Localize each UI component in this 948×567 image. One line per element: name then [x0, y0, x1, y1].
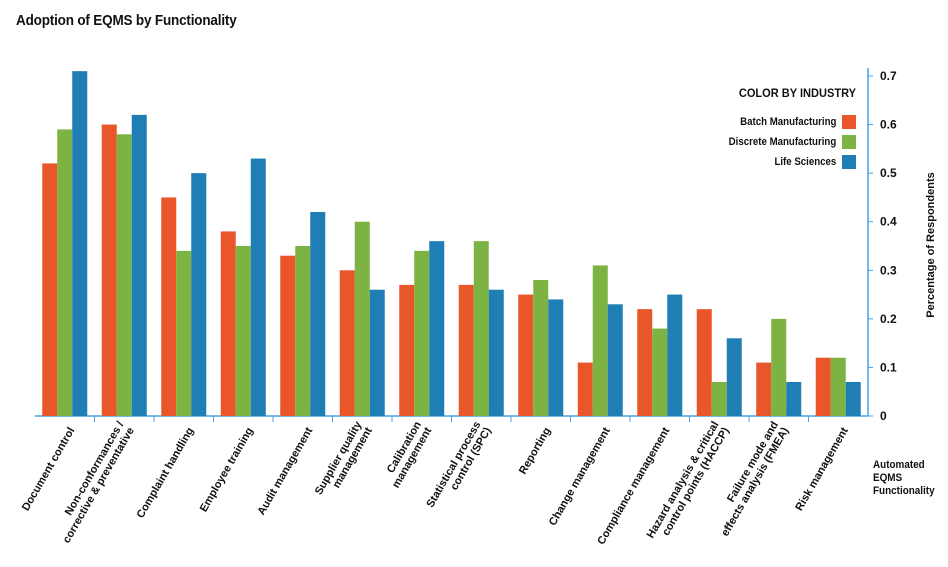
bar [488, 289, 504, 416]
y-tick-label: 0.5 [880, 166, 897, 180]
bar [280, 255, 296, 416]
legend-swatch [842, 155, 856, 169]
bar [711, 382, 727, 416]
bar [667, 294, 683, 416]
bar [101, 124, 117, 417]
bar [176, 250, 192, 416]
bar [458, 284, 474, 416]
legend-label: Discrete Manufacturing [728, 136, 836, 148]
bar [354, 221, 370, 416]
bar [518, 294, 534, 416]
y-tick-label: 0 [880, 409, 887, 423]
chart-title: Adoption of EQMS by Functionality [16, 12, 237, 29]
x-category-label: Calibrationmanagement [380, 419, 435, 490]
y-tick-label: 0.2 [880, 312, 897, 326]
legend-swatch [842, 115, 856, 129]
bar [652, 328, 668, 416]
x-category-label: Complaint handling [135, 426, 197, 521]
x-category-label: Statistical processcontrol (SPC) [424, 419, 494, 515]
bar [429, 241, 445, 416]
y-axis-title: Percentage of Respondents [925, 172, 937, 317]
bar [310, 212, 326, 416]
bar [637, 309, 653, 416]
x-category-label: Audit management [255, 425, 315, 517]
bar [235, 246, 251, 416]
x-category-label: Reporting [517, 426, 553, 477]
bar [220, 231, 236, 416]
y-tick-label: 0.7 [880, 69, 897, 83]
bar [72, 71, 88, 417]
bar [131, 114, 147, 416]
x-category-label: Change management [547, 425, 613, 528]
x-category-label: Employee training [198, 426, 256, 515]
y-tick-label: 0.6 [880, 118, 897, 132]
bar [116, 134, 132, 417]
bar [771, 318, 787, 416]
bar [726, 338, 742, 416]
bar [191, 173, 207, 416]
bar [250, 158, 266, 417]
x-category-label: Supplier qualitymanagement [313, 419, 375, 503]
bar [577, 362, 593, 416]
bar [161, 197, 177, 416]
bar [830, 357, 846, 416]
bar [548, 299, 564, 416]
bar [607, 304, 623, 416]
bar [786, 382, 802, 416]
bar [57, 129, 73, 416]
bar [399, 284, 415, 416]
legend-label: Batch Manufacturing [739, 116, 836, 128]
bar [295, 246, 311, 416]
legend-swatch [842, 135, 856, 149]
bar [369, 289, 385, 416]
bar [592, 265, 608, 416]
legend-item-discrete: Discrete Manufacturing [596, 132, 856, 152]
x-category-label: Risk management [793, 425, 851, 513]
bar [845, 382, 861, 416]
y-tick-label: 0.3 [880, 263, 897, 277]
bar [756, 362, 772, 416]
bar [473, 241, 489, 416]
x-axis-title: Automated EQMS Functionality [873, 459, 935, 497]
y-tick-label: 0.4 [880, 215, 897, 229]
legend-label: Life Sciences [774, 156, 836, 168]
legend-item-life-sciences: Life Sciences [596, 152, 856, 172]
legend: COLOR BY INDUSTRY Batch Manufacturing Di… [596, 86, 856, 172]
bar [339, 270, 355, 416]
bar [414, 250, 430, 416]
y-tick-label: 0.1 [880, 360, 897, 374]
bar [815, 357, 831, 416]
legend-title: COLOR BY INDUSTRY [738, 86, 856, 100]
bar [533, 280, 549, 416]
bar [42, 163, 58, 416]
legend-item-batch: Batch Manufacturing [596, 112, 856, 132]
bar [696, 309, 712, 416]
